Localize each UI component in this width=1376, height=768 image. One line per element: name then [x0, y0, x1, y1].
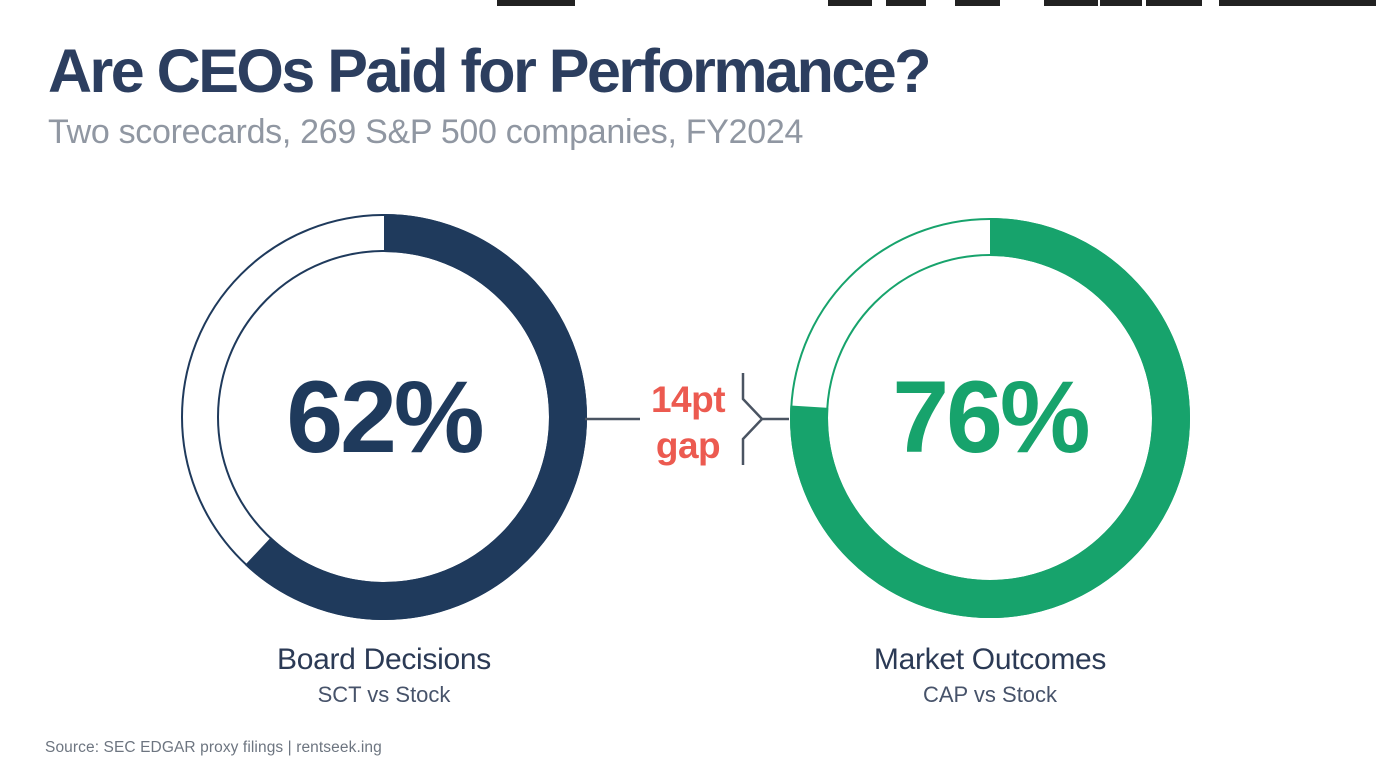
- page-subtitle: Two scorecards, 269 S&P 500 companies, F…: [48, 113, 804, 151]
- gap-annotation: 14pt gap: [637, 377, 739, 469]
- donut-right-sublabel: CAP vs Stock: [922, 682, 1058, 707]
- top-edge-artifact-segment: [1219, 0, 1376, 6]
- gap-annotation-line2: gap: [655, 425, 721, 466]
- donut-chart-board-decisions: [181, 214, 587, 620]
- donut-right-label-block: Market Outcomes CAP vs Stock: [790, 642, 1190, 710]
- donut-left-sublabel: SCT vs Stock: [317, 682, 451, 707]
- top-edge-artifact-segment: [1146, 0, 1202, 6]
- top-edge-artifact-segment: [1044, 0, 1098, 6]
- donut-right-label: Market Outcomes: [873, 643, 1107, 676]
- donut-right-value: 76%: [892, 360, 1090, 474]
- donut-left-value: 62%: [286, 360, 484, 474]
- gap-annotation-line1: 14pt: [650, 379, 726, 420]
- top-edge-artifact-segment: [886, 0, 926, 6]
- donut-left-label-block: Board Decisions SCT vs Stock: [184, 642, 584, 710]
- top-edge-artifact-segment: [1100, 0, 1142, 6]
- donut-right-value-arc: [790, 218, 1190, 618]
- source-attribution: Source: SEC EDGAR proxy filings | rentse…: [45, 739, 382, 756]
- top-edge-artifact-segment: [828, 0, 872, 6]
- gap-connector-brace: [741, 373, 764, 465]
- donut-chart-market-outcomes: [790, 218, 1190, 618]
- gap-connector: [585, 373, 789, 465]
- page-title: Are CEOs Paid for Performance?: [48, 37, 931, 105]
- donut-left-label: Board Decisions: [277, 643, 491, 676]
- donut-left-value-arc: [181, 214, 587, 620]
- top-edge-artifact-segment: [497, 0, 575, 6]
- top-edge-artifact-segment: [955, 0, 1000, 6]
